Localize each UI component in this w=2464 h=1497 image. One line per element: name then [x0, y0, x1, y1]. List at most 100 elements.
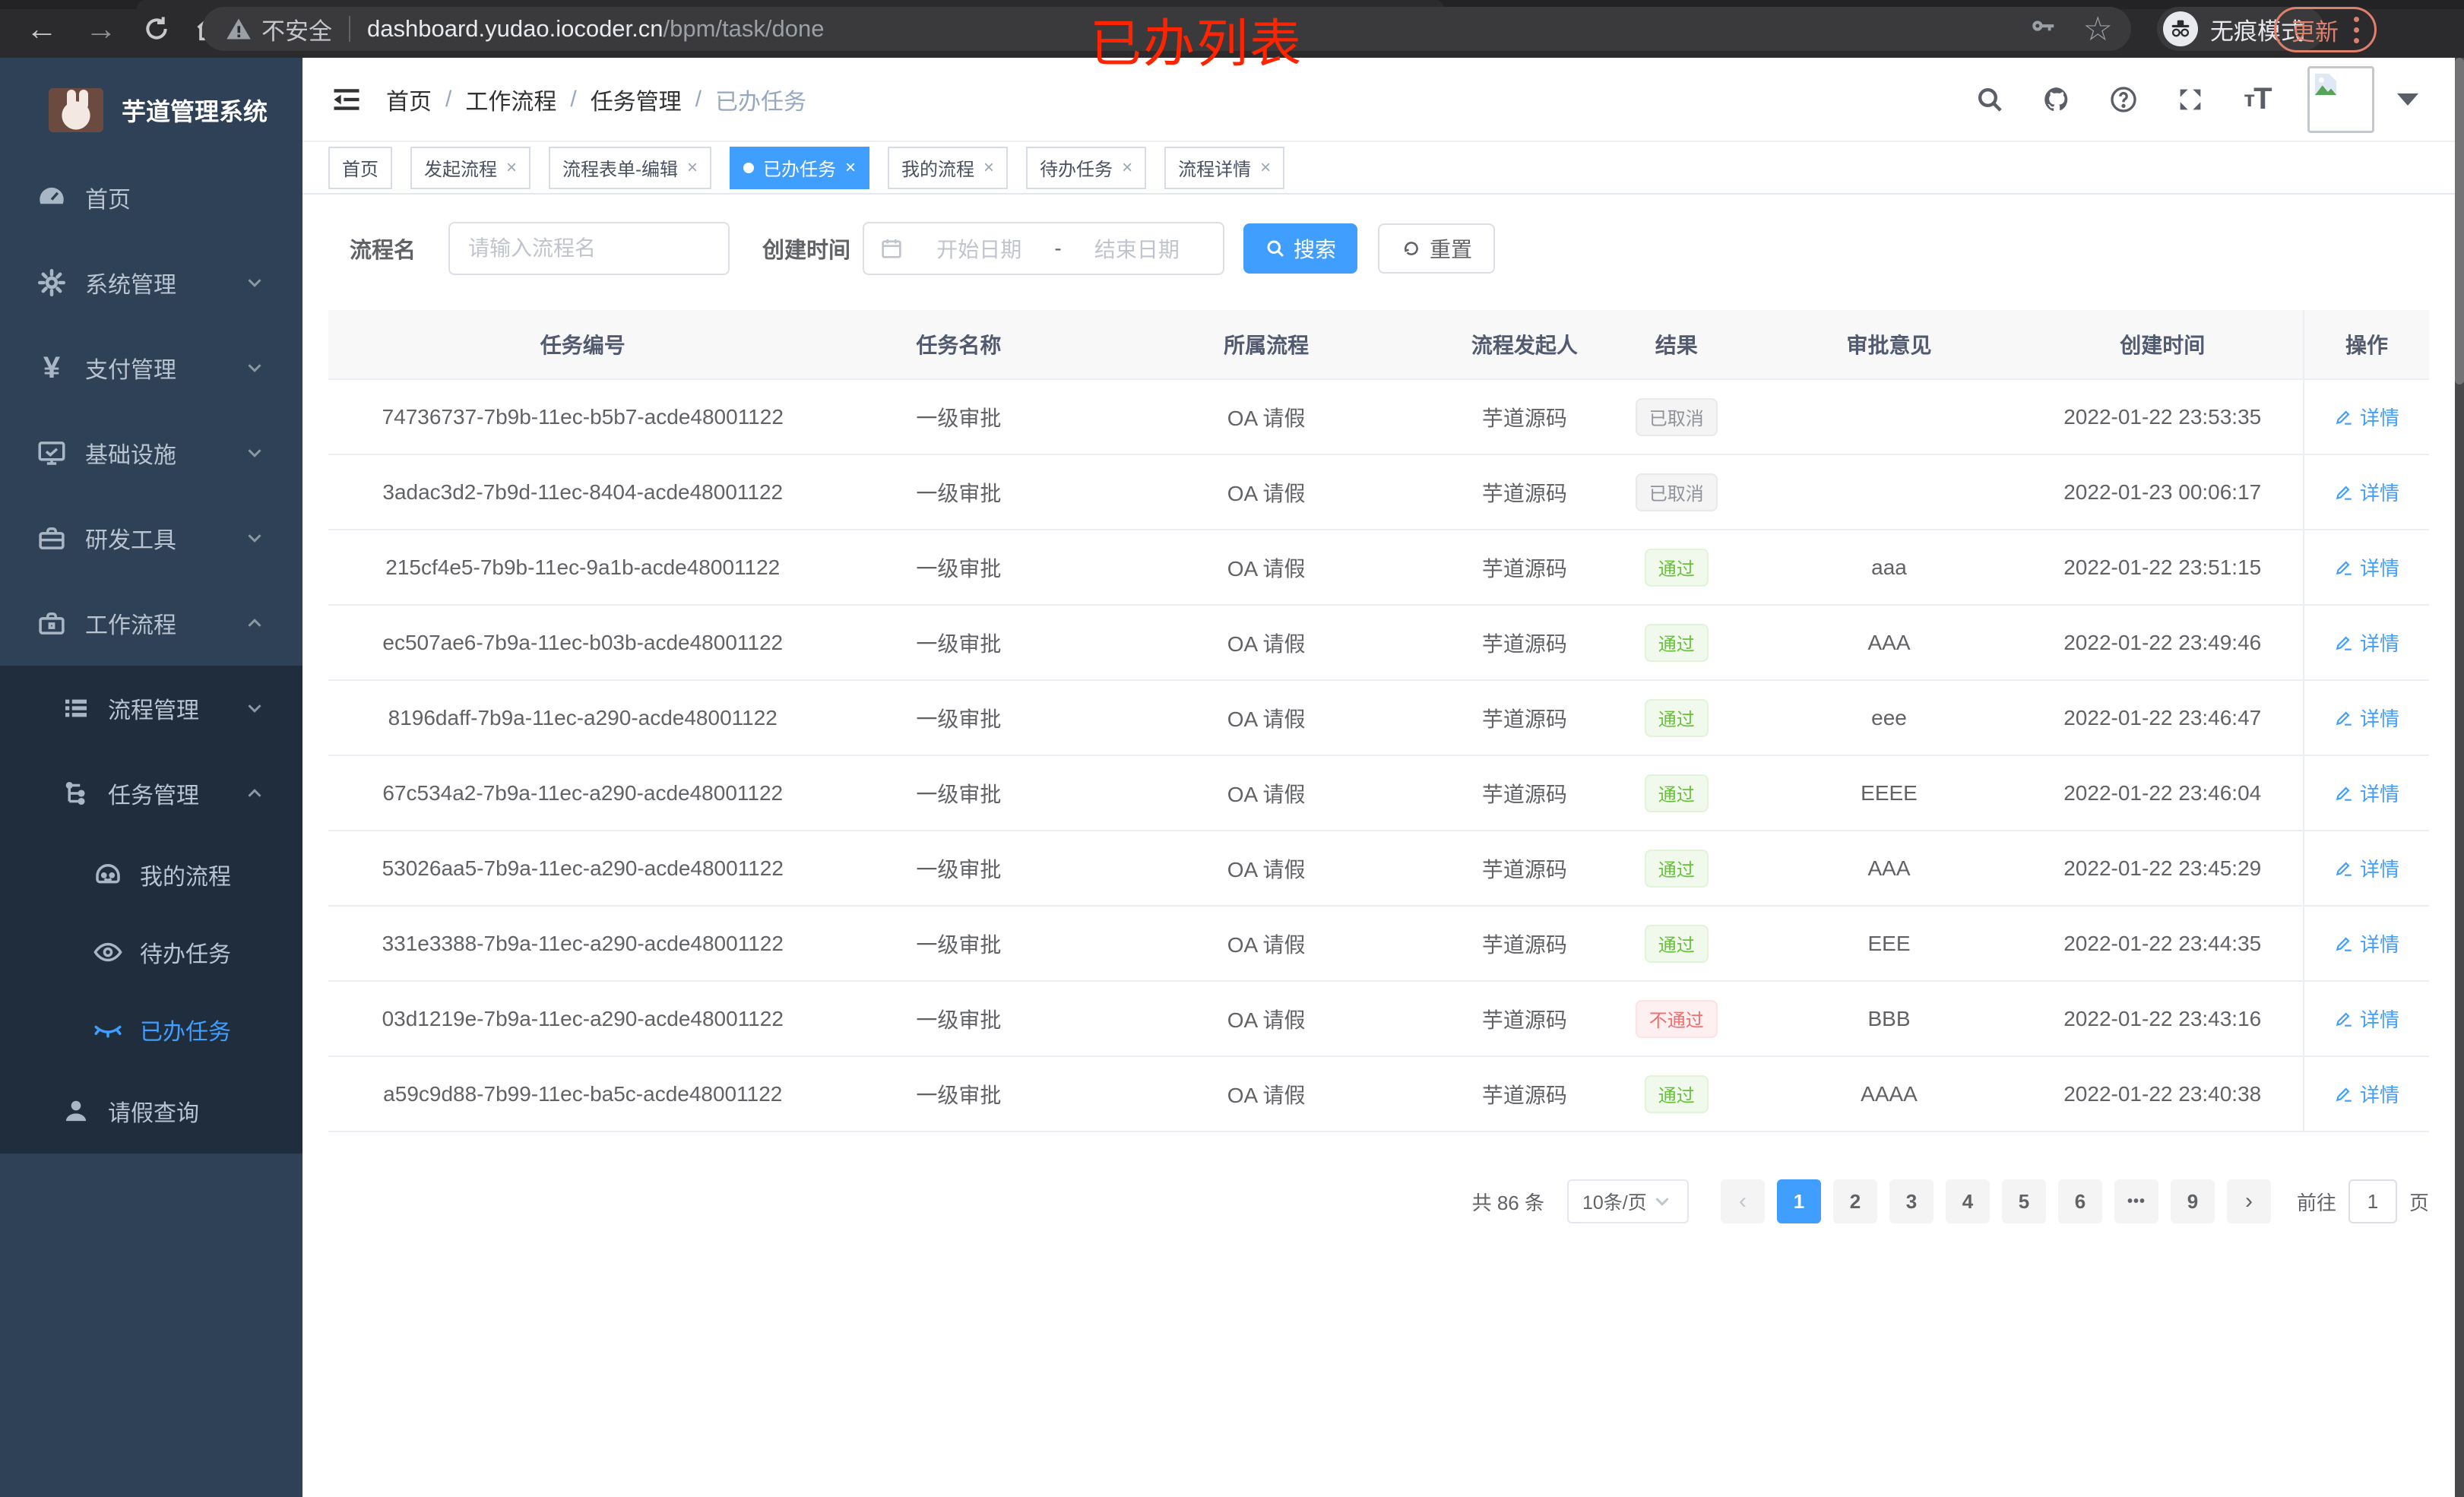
close-icon[interactable]: ×	[687, 157, 698, 178]
sidebar-item-infra[interactable]: 基础设施	[0, 410, 302, 495]
breadcrumb-item[interactable]: 首页	[386, 89, 432, 115]
close-icon[interactable]: ×	[506, 157, 518, 178]
sidebar-item-done-task[interactable]: 已办任务	[0, 991, 302, 1068]
sidebar-item-leave-query[interactable]: 请假查询	[0, 1068, 302, 1154]
user-icon	[59, 1094, 93, 1128]
result-tag: 已取消	[1635, 397, 1718, 436]
process-starter: 芋道源码	[1481, 857, 1567, 881]
reset-button[interactable]: 重置	[1378, 223, 1496, 274]
table-row: ec507ae6-7b9a-11ec-b03b-acde48001122 一级审…	[328, 606, 2429, 681]
close-icon[interactable]: ×	[983, 157, 995, 178]
tab-todo-task[interactable]: 待办任务 ×	[1026, 146, 1147, 189]
chevron-down-icon	[243, 697, 266, 720]
search-button[interactable]: 搜索	[1243, 223, 1358, 274]
browser-menu-icon[interactable]	[2354, 16, 2359, 43]
breadcrumb-item[interactable]: 工作流程	[465, 89, 557, 115]
sidebar-item-my-process[interactable]: 我的流程	[0, 836, 302, 913]
create-time: 2022-01-22 23:40:38	[2063, 1081, 2262, 1106]
page-button[interactable]: 1	[1776, 1179, 1821, 1223]
close-icon[interactable]: ×	[1260, 157, 1272, 178]
page-button[interactable]: 6	[2057, 1179, 2102, 1223]
sidebar-item-devtools[interactable]: 研发工具	[0, 495, 302, 581]
key-icon[interactable]	[2029, 11, 2057, 46]
detail-link[interactable]: 详情	[2334, 478, 2399, 506]
sidebar-item-pay[interactable]: ¥ 支付管理	[0, 325, 302, 410]
security-label[interactable]: 不安全	[261, 17, 332, 45]
more-pages-button[interactable]: •••	[2114, 1179, 2158, 1223]
fullscreen-icon[interactable]	[2174, 83, 2207, 116]
create-time: 2022-01-22 23:46:47	[2063, 705, 2262, 730]
scrollbar-thumb[interactable]	[2455, 58, 2464, 385]
breadcrumb-item[interactable]: 任务管理	[590, 89, 682, 115]
not-secure-warning-icon[interactable]	[225, 15, 252, 43]
next-page-button[interactable]: ›	[2226, 1179, 2271, 1223]
detail-link[interactable]: 详情	[2334, 779, 2399, 807]
sidebar-item-home[interactable]: 首页	[0, 155, 302, 240]
help-icon[interactable]	[2107, 83, 2140, 116]
tab-my-process[interactable]: 我的流程 ×	[888, 146, 1009, 189]
approve-opinion: AAA	[1867, 856, 1911, 880]
close-icon[interactable]: ×	[1122, 157, 1133, 178]
process-starter: 芋道源码	[1481, 556, 1567, 581]
update-label[interactable]: 更新	[2291, 18, 2339, 46]
page-button[interactable]: 2	[1832, 1179, 1877, 1223]
sidebar-item-system[interactable]: 系统管理	[0, 240, 302, 325]
detail-link[interactable]: 详情	[2334, 553, 2399, 581]
prev-page-button[interactable]: ‹	[1720, 1179, 1765, 1223]
sidebar-collapse-icon[interactable]	[330, 83, 363, 116]
avatar[interactable]	[2307, 65, 2374, 133]
sidebar-item-workflow[interactable]: 工作流程	[0, 581, 302, 666]
page-button[interactable]: 4	[1945, 1179, 1990, 1223]
url-path: /bpm/task/done	[663, 15, 825, 42]
page-button[interactable]: 3	[1889, 1179, 1934, 1223]
chevron-down-icon	[243, 442, 266, 464]
tab-process-detail[interactable]: 流程详情 ×	[1164, 146, 1285, 189]
approve-opinion: EEE	[1867, 931, 1911, 955]
sidebar-item-todo-task[interactable]: 待办任务	[0, 913, 302, 991]
page-button[interactable]: 5	[2001, 1179, 2046, 1223]
task-name: 一级审批	[916, 556, 1002, 581]
sidebar-item-label: 工作流程	[85, 613, 176, 638]
github-icon[interactable]	[2040, 83, 2073, 116]
detail-link[interactable]: 详情	[2334, 403, 2399, 431]
calendar-icon	[879, 236, 904, 261]
chevron-down-icon	[243, 271, 266, 294]
detail-link[interactable]: 详情	[2334, 1080, 2399, 1108]
app-logo-row[interactable]: 芋道管理系统	[0, 58, 302, 155]
sidebar: 芋道管理系统 首页 系统管理 ¥ 支付管理 基础设施	[0, 58, 302, 1497]
tab-start-process[interactable]: 发起流程 ×	[410, 146, 531, 189]
result-tag: 通过	[1644, 1074, 1709, 1113]
close-icon[interactable]: ×	[845, 157, 857, 178]
sidebar-item-task-mgmt[interactable]: 任务管理	[0, 751, 302, 836]
tab-form-edit[interactable]: 流程表单-编辑 ×	[549, 146, 712, 189]
active-dot	[743, 162, 755, 173]
avatar-caret-icon[interactable]	[2397, 93, 2418, 106]
update-button[interactable]: 更新	[2274, 7, 2377, 52]
forward-icon[interactable]: →	[85, 11, 117, 46]
breadcrumb: 首页 / 工作流程 / 任务管理 / 已办任务	[386, 58, 806, 141]
page-size-select[interactable]: 10条/页	[1566, 1179, 1689, 1223]
task-id: 74736737-7b9b-11ec-b5b7-acde48001122	[382, 404, 784, 429]
create-time: 2022-01-22 23:51:15	[2063, 555, 2262, 579]
reload-icon[interactable]	[141, 14, 172, 44]
search-icon[interactable]	[1973, 83, 2006, 116]
task-name: 一级审批	[916, 1083, 1002, 1107]
tab-home[interactable]: 首页	[328, 146, 392, 189]
date-range-picker[interactable]: 开始日期 - 结束日期	[863, 222, 1225, 275]
url-bar[interactable]: 不安全 dashboard.yudao.iocoder.cn/bpm/task/…	[202, 7, 2131, 51]
process-name-input[interactable]	[448, 222, 730, 275]
goto-page-input[interactable]	[2348, 1179, 2397, 1223]
detail-link[interactable]: 详情	[2334, 929, 2399, 957]
bookmark-star-icon[interactable]: ☆	[2082, 10, 2113, 48]
window-scrollbar[interactable]	[2455, 58, 2464, 1497]
detail-link[interactable]: 详情	[2334, 628, 2399, 657]
sidebar-item-process-mgmt[interactable]: 流程管理	[0, 666, 302, 751]
back-icon[interactable]: ←	[26, 11, 58, 46]
tab-done-task[interactable]: 已办任务 ×	[730, 146, 870, 189]
detail-link[interactable]: 详情	[2334, 1005, 2399, 1033]
page-button[interactable]: 9	[2170, 1179, 2215, 1223]
detail-link[interactable]: 详情	[2334, 704, 2399, 732]
detail-link[interactable]: 详情	[2334, 854, 2399, 882]
